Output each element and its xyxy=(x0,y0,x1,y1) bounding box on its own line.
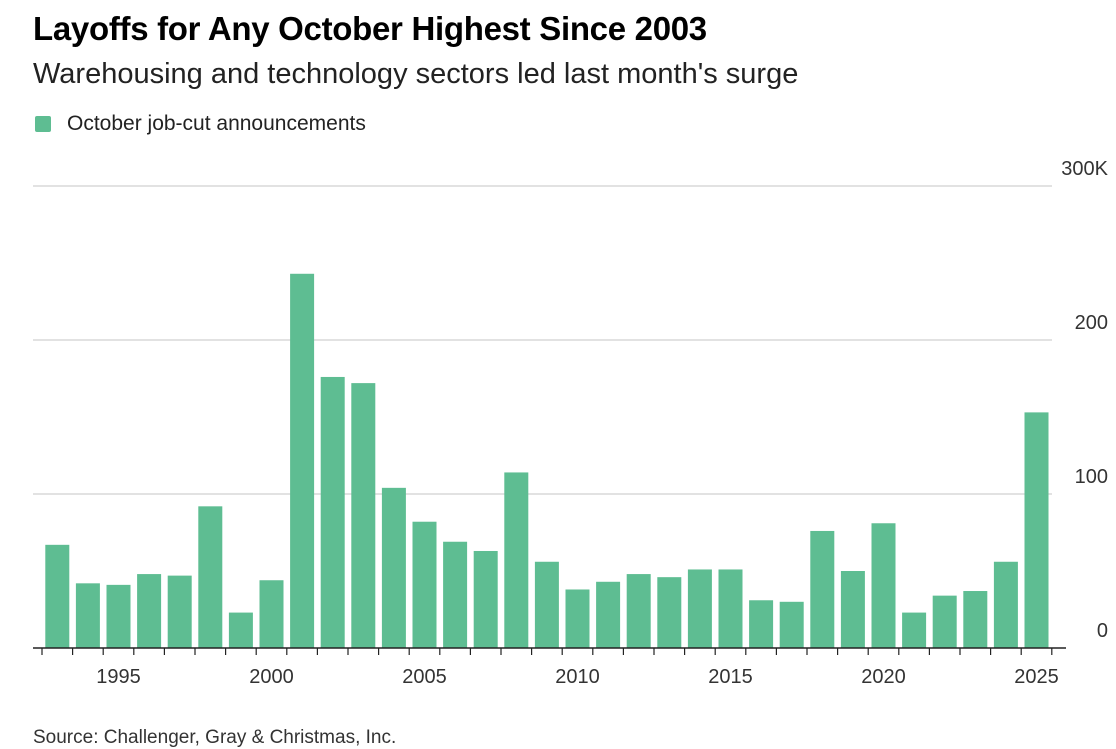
chart-title: Layoffs for Any October Highest Since 20… xyxy=(33,10,707,47)
x-tick-label-2010: 2010 xyxy=(555,666,600,688)
legend: October job-cut announcements xyxy=(35,112,366,136)
x-tick-label-2025: 2025 xyxy=(1014,666,1059,688)
bar-1996 xyxy=(137,574,162,648)
y-tick-label-300: 300K xyxy=(1061,158,1108,180)
bar-1993 xyxy=(45,544,70,648)
bar-2005 xyxy=(412,521,437,648)
bar-2023 xyxy=(963,591,988,648)
y-tick-label-200: 200 xyxy=(1075,312,1108,334)
source-note: Source: Challenger, Gray & Christmas, In… xyxy=(33,727,397,748)
bar-2000 xyxy=(259,580,284,648)
bar-2012 xyxy=(626,574,651,648)
legend-swatch xyxy=(35,116,51,132)
x-tick-label-1995: 1995 xyxy=(96,666,141,688)
legend-label: October job-cut announcements xyxy=(67,112,366,135)
y-tick-label-0: 0 xyxy=(1097,620,1108,642)
bar-1994 xyxy=(75,583,100,648)
y-tick-label-100: 100 xyxy=(1075,466,1108,488)
bar-2015 xyxy=(718,569,743,648)
bar-2010 xyxy=(565,589,590,648)
bar-1995 xyxy=(106,584,131,648)
bar-2021 xyxy=(902,612,927,648)
bar-2014 xyxy=(687,569,712,648)
x-tick-label-2000: 2000 xyxy=(249,666,294,688)
bar-1999 xyxy=(228,612,253,648)
bar-2019 xyxy=(840,571,865,648)
chart-subtitle: Warehousing and technology sectors led l… xyxy=(33,58,799,90)
bar-2002 xyxy=(320,376,345,648)
bar-2006 xyxy=(443,541,468,648)
bar-1998 xyxy=(198,506,223,648)
bar-2001 xyxy=(290,273,315,648)
x-tick-label-2005: 2005 xyxy=(402,666,447,688)
bar-2003 xyxy=(351,383,376,648)
bar-2009 xyxy=(534,561,559,648)
bar-2008 xyxy=(504,472,529,648)
bar-2022 xyxy=(932,595,957,648)
bar-2024 xyxy=(993,561,1018,648)
bar-2004 xyxy=(381,487,406,648)
bar-2013 xyxy=(657,577,682,648)
bar-2020 xyxy=(871,523,896,648)
x-tick-label-2015: 2015 xyxy=(708,666,753,688)
bar-2018 xyxy=(810,530,835,648)
bar-2017 xyxy=(779,601,804,648)
bar-2011 xyxy=(596,581,621,648)
bar-2007 xyxy=(473,550,498,648)
bar-2025 xyxy=(1024,412,1049,648)
bar-1997 xyxy=(167,575,192,648)
x-tick-label-2020: 2020 xyxy=(861,666,906,688)
bar-2016 xyxy=(749,600,774,648)
